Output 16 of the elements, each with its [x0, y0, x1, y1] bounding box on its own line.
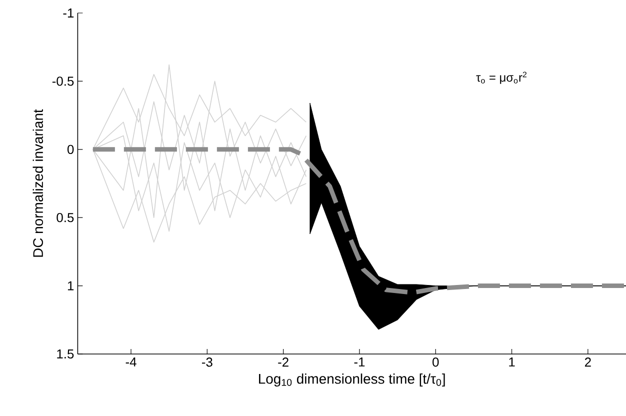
y-tick-label: 1.5	[57, 349, 74, 359]
x-tick-label: -3	[202, 358, 212, 367]
x-tick-label: -2	[278, 358, 288, 367]
y-tick-label: -0.5	[52, 76, 74, 86]
x-tick-label: 2	[584, 358, 591, 367]
annotation: τ$_{o}$ = μσ$_{o}$r$^{2}$	[476, 72, 526, 84]
y-tick-label: 1	[68, 281, 74, 290]
y-axis-title: DC normalized invariant	[32, 109, 44, 257]
y-tick-label: 0	[67, 144, 74, 154]
x-tick-label: 0	[432, 358, 439, 367]
x-tick-label: -4	[126, 358, 136, 366]
x-axis-title: Log$_{10}$ dimensionless time [t/τ$_{0}$]	[259, 374, 445, 387]
y-tick-label: 0.5	[56, 213, 74, 222]
x-tick-label: 1	[509, 358, 515, 366]
y-tick-label: -1	[63, 8, 74, 18]
x-tick-label: -1	[354, 358, 365, 366]
